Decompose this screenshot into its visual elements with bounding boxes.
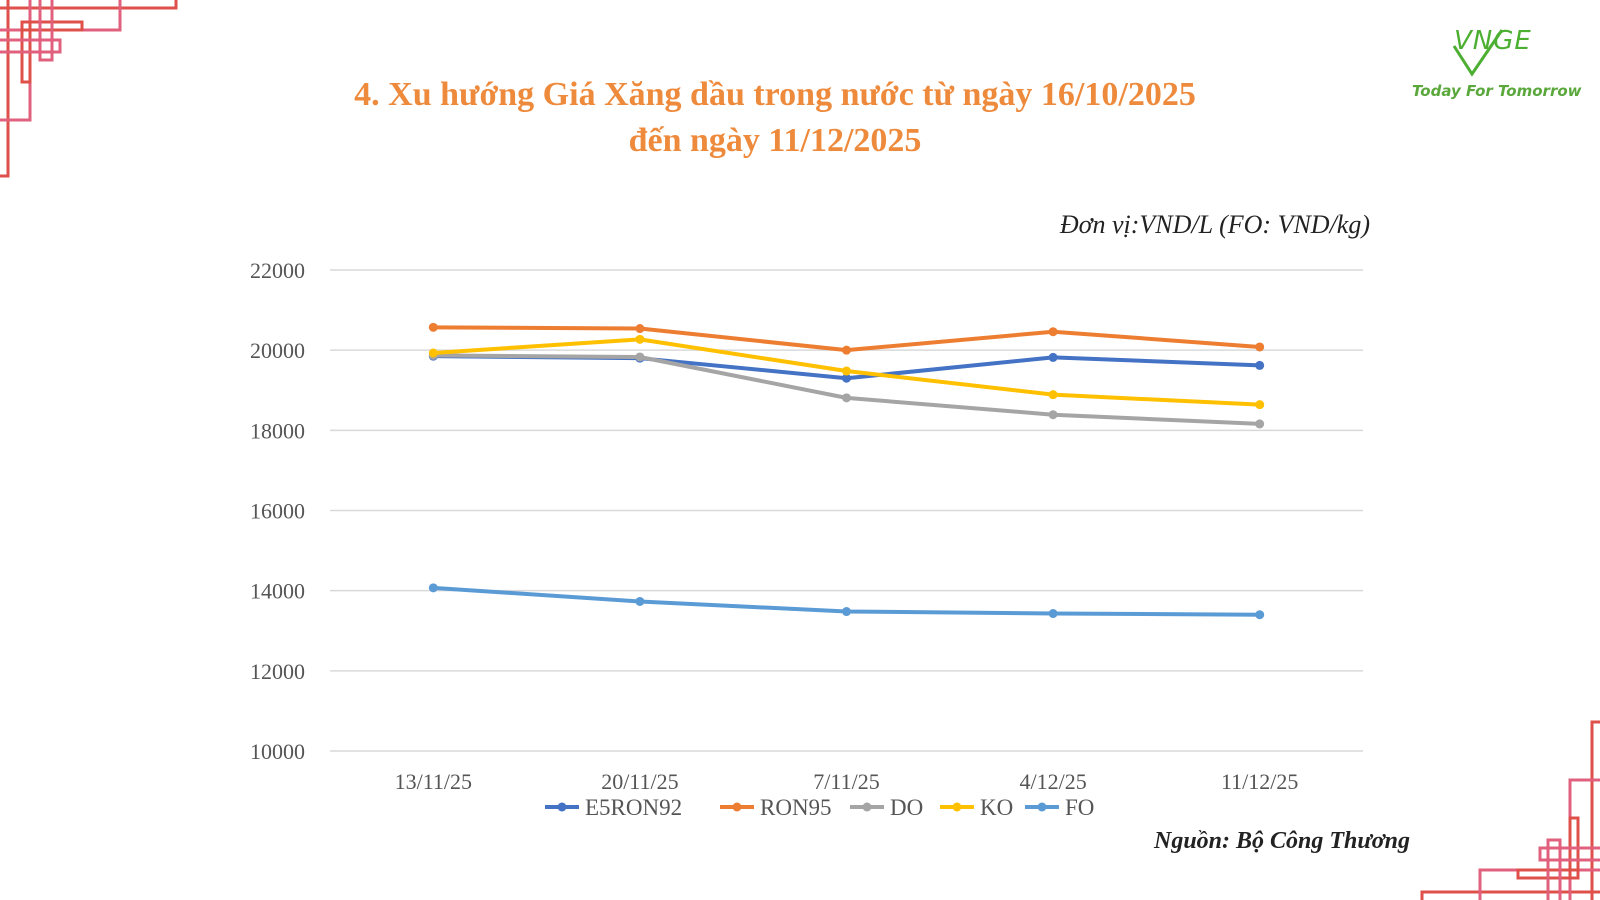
data-point-ko bbox=[428, 348, 438, 358]
data-point-fo bbox=[1048, 609, 1058, 619]
page-title: 4. Xu hướng Giá Xăng dầu trong nước từ n… bbox=[250, 72, 1300, 164]
data-point-ron95 bbox=[635, 324, 645, 334]
data-point-do bbox=[635, 352, 645, 362]
x-tick-label: 13/11/25 bbox=[395, 769, 472, 794]
data-point-ron95 bbox=[428, 322, 438, 332]
data-point-e5ron92 bbox=[842, 373, 851, 383]
y-tick-label: 16000 bbox=[250, 499, 305, 524]
data-point-e5ron92 bbox=[1048, 352, 1058, 362]
data-point-fo bbox=[428, 583, 438, 593]
corner-ornament-top-left bbox=[0, 0, 178, 178]
y-tick-label: 10000 bbox=[250, 739, 305, 764]
title-line-1: 4. Xu hướng Giá Xăng dầu trong nước từ n… bbox=[354, 76, 1196, 113]
y-tick-label: 12000 bbox=[250, 659, 305, 684]
legend-label-ko: KO bbox=[980, 795, 1013, 820]
data-point-fo bbox=[635, 596, 645, 606]
legend-marker-fo bbox=[1037, 802, 1047, 812]
x-tick-label: 11/12/25 bbox=[1221, 769, 1298, 794]
x-tick-label: 7/11/25 bbox=[813, 769, 879, 794]
data-point-ron95 bbox=[1048, 327, 1058, 337]
y-tick-label: 20000 bbox=[250, 338, 305, 363]
legend-marker-do bbox=[862, 802, 872, 812]
title-line-2: đến ngày 11/12/2025 bbox=[628, 121, 922, 159]
data-point-fo bbox=[842, 607, 851, 617]
data-point-ron95 bbox=[1255, 342, 1265, 352]
legend-label-ron95: RON95 bbox=[760, 795, 832, 820]
legend-label-fo: FO bbox=[1065, 795, 1094, 820]
y-tick-label: 22000 bbox=[250, 258, 305, 283]
unit-note: Đơn vị:VND/L (FO: VND/kg) bbox=[1059, 210, 1370, 239]
series-line-do bbox=[433, 353, 1260, 426]
logo-name: VNGE bbox=[1454, 26, 1532, 56]
data-point-do bbox=[1255, 419, 1265, 429]
logo-tagline: Today For Tomorrow bbox=[1412, 82, 1582, 100]
legend-label-e5ron92: E5RON92 bbox=[585, 795, 682, 820]
corner-ornament-bottom-right bbox=[1420, 720, 1600, 900]
data-point-ko bbox=[842, 366, 851, 376]
data-point-e5ron92 bbox=[1255, 360, 1265, 370]
data-point-fo bbox=[1255, 610, 1265, 620]
data-point-do bbox=[1048, 410, 1058, 420]
legend-marker-ko bbox=[952, 802, 962, 812]
vnge-logo-mark-icon bbox=[1452, 29, 1504, 77]
data-point-ron95 bbox=[842, 345, 851, 355]
x-tick-label: 20/11/25 bbox=[601, 769, 678, 794]
data-point-ko bbox=[635, 334, 645, 344]
y-tick-label: 14000 bbox=[250, 579, 305, 604]
source-note: Nguồn: Bộ Công Thương bbox=[1154, 828, 1410, 854]
legend-marker-ron95 bbox=[732, 802, 742, 812]
x-tick-label: 4/12/25 bbox=[1019, 769, 1086, 794]
legend-label-do: DO bbox=[890, 795, 923, 820]
data-point-do bbox=[842, 393, 851, 403]
legend-marker-e5ron92 bbox=[557, 802, 567, 812]
data-point-ko bbox=[1048, 390, 1058, 400]
y-tick-label: 18000 bbox=[250, 418, 305, 443]
data-point-ko bbox=[1255, 400, 1265, 410]
vnge-logo: VNGE Today For Tomorrow bbox=[1390, 18, 1582, 108]
